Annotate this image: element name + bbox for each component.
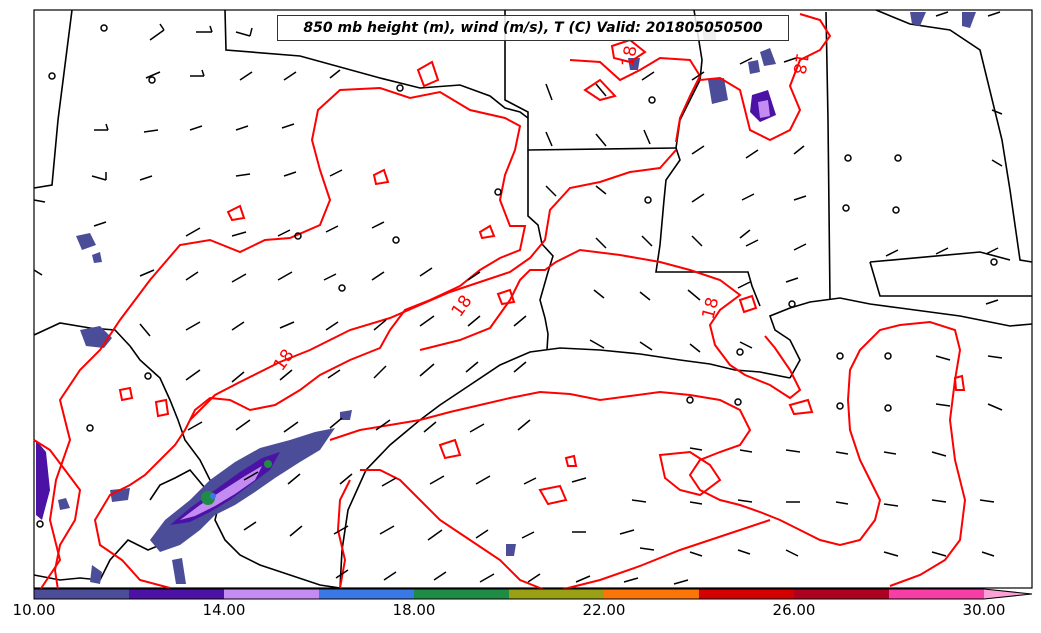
- colorbar-outline: [33, 588, 1033, 600]
- colorbar-tick-label: 18.00: [392, 601, 436, 619]
- wind-barbs: [91, 11, 1003, 585]
- colorbar-tick-label: 22.00: [582, 601, 626, 619]
- colorbar-segment: [699, 589, 795, 599]
- map-frame: [33, 9, 1033, 589]
- colorbar-segment: [604, 589, 700, 599]
- colorbar-segment: [319, 589, 415, 599]
- colorbar-segment: [794, 589, 890, 599]
- title-box: 850 mb height (m), wind (m/s), T (C) Val…: [277, 15, 789, 41]
- contour-label: 18: [618, 44, 641, 69]
- colorbar-tick-label: 14.00: [202, 601, 246, 619]
- temperature-contours: [33, 13, 967, 591]
- colorbar-tick-label: 10.00: [12, 601, 56, 619]
- colorbar-segment: [34, 589, 130, 599]
- colorbar-segment: [414, 589, 510, 599]
- colorbar-tick-label: 30.00: [962, 601, 1006, 619]
- colorbar-tick-label: 26.00: [772, 601, 816, 619]
- contour-label: 18: [788, 51, 811, 76]
- colorbar: [33, 588, 1033, 600]
- colorbar-segment: [509, 589, 605, 599]
- colorbar-extension: [984, 589, 1032, 599]
- map-title: 850 mb height (m), wind (m/s), T (C) Val…: [303, 20, 763, 36]
- colorbar-segment: [224, 589, 320, 599]
- colorbar-segment: [129, 589, 225, 599]
- fill-patches: [36, 12, 976, 584]
- calm-circles: [36, 24, 998, 528]
- colorbar-segment: [889, 589, 985, 599]
